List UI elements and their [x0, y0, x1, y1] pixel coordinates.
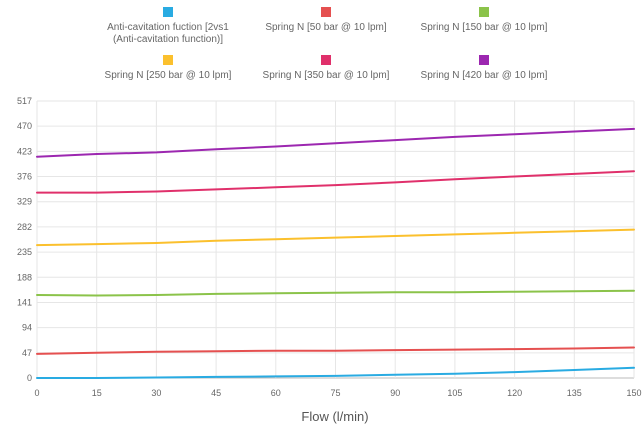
- y-tick-label: 235: [17, 247, 32, 257]
- chart-legend: Anti-cavitation fuction [2vs1 (Anti-cavi…: [0, 0, 642, 90]
- x-tick-label: 75: [330, 388, 340, 398]
- y-tick-label: 188: [17, 272, 32, 282]
- x-tick-label: 0: [34, 388, 39, 398]
- legend-swatch-2: [479, 7, 489, 17]
- y-tick-label: 94: [22, 323, 32, 333]
- chart-series: [36, 127, 635, 379]
- series-line-2[interactable]: [36, 289, 635, 297]
- y-tick-label: 517: [17, 96, 32, 106]
- x-tick-label: 90: [390, 388, 400, 398]
- legend-item-1[interactable]: Spring N [50 bar @ 10 lpm]: [226, 7, 426, 34]
- series-line-1[interactable]: [36, 346, 635, 355]
- x-tick-label: 45: [211, 388, 221, 398]
- series-line-4[interactable]: [36, 170, 635, 194]
- legend-label-3: Spring N [250 bar @ 10 lpm]: [104, 70, 232, 81]
- x-tick-label: 15: [92, 388, 102, 398]
- legend-label-2: Spring N [150 bar @ 10 lpm]: [420, 22, 548, 33]
- series-line-3[interactable]: [36, 228, 635, 247]
- legend-swatch-1: [321, 7, 331, 17]
- legend-label-4: Spring N [350 bar @ 10 lpm]: [262, 70, 390, 81]
- legend-swatch-4: [321, 55, 331, 65]
- x-tick-label: 150: [626, 388, 641, 398]
- x-tick-label: 30: [151, 388, 161, 398]
- legend-item-0[interactable]: Anti-cavitation fuction [2vs1 (Anti-cavi…: [68, 7, 268, 46]
- legend-item-3[interactable]: Spring N [250 bar @ 10 lpm]: [68, 55, 268, 82]
- y-tick-label: 0: [27, 373, 32, 383]
- y-tick-label: 141: [17, 297, 32, 307]
- y-tick-label: 470: [17, 121, 32, 131]
- x-tick-label: 135: [567, 388, 582, 398]
- x-axis-title: Flow (l/min): [301, 409, 368, 424]
- legend-item-4[interactable]: Spring N [350 bar @ 10 lpm]: [226, 55, 426, 82]
- legend-swatch-3: [163, 55, 173, 65]
- series-line-0[interactable]: [36, 366, 635, 379]
- x-tick-label: 120: [507, 388, 522, 398]
- series-line-5[interactable]: [36, 127, 635, 158]
- x-tick-label: 105: [447, 388, 462, 398]
- legend-item-2[interactable]: Spring N [150 bar @ 10 lpm]: [384, 7, 584, 34]
- x-tick-label: 60: [271, 388, 281, 398]
- legend-label-0: Anti-cavitation fuction [2vs1 (Anti-cavi…: [107, 22, 229, 45]
- legend-swatch-5: [479, 55, 489, 65]
- legend-swatch-0: [163, 7, 173, 17]
- y-tick-label: 423: [17, 146, 32, 156]
- y-tick-label: 47: [22, 348, 32, 358]
- x-axis: 0 15 30 45 60 75 90 105 120 135 150: [34, 388, 641, 398]
- legend-label-5: Spring N [420 bar @ 10 lpm]: [420, 70, 548, 81]
- y-tick-label: 282: [17, 222, 32, 232]
- legend-label-1: Spring N [50 bar @ 10 lpm]: [265, 22, 387, 33]
- y-tick-label: 376: [17, 172, 32, 182]
- legend-item-5[interactable]: Spring N [420 bar @ 10 lpm]: [384, 55, 584, 82]
- y-tick-label: 329: [17, 197, 32, 207]
- y-axis: 0 47 94 141 188 235 282 329 376 423 470 517: [17, 96, 32, 383]
